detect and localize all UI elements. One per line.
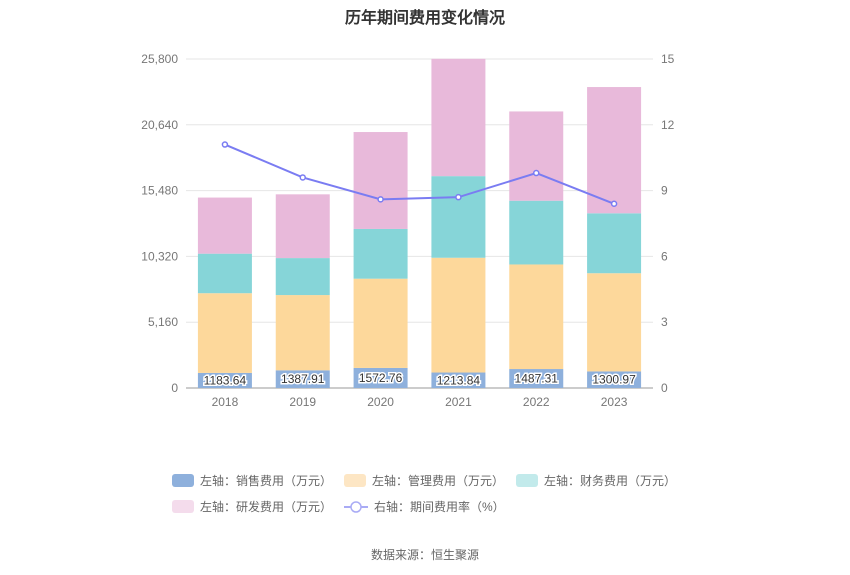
legend-label-finance: 左轴：财务费用（万元） — [544, 474, 677, 488]
bar-segment — [197, 293, 252, 373]
bar-segment — [353, 132, 408, 229]
bar-segment — [431, 58, 486, 177]
y-right-tick-label: 3 — [661, 315, 668, 329]
expense-rate-point — [533, 169, 540, 177]
y-right-tick-label: 6 — [661, 249, 668, 263]
data-label: 1387.91 — [281, 372, 325, 386]
x-tick-label: 2019 — [289, 395, 316, 409]
y-right-tick-label: 12 — [661, 118, 675, 132]
legend-label-rnd: 左轴：研发费用（万元） — [200, 500, 333, 514]
y-left-tick-label: 15,480 — [141, 184, 178, 198]
bar-segment — [275, 258, 330, 296]
chart-title: 历年期间费用变化情况 — [344, 10, 505, 27]
y-left-tick-label: 0 — [171, 381, 178, 395]
bar-segment — [431, 372, 486, 388]
bar-segment — [353, 278, 408, 368]
bar-segment — [197, 372, 252, 388]
expense-rate-line — [224, 143, 615, 205]
legend-item-rnd[interactable]: 左轴：研发费用（万元） — [172, 498, 332, 515]
bar-segment — [587, 273, 642, 372]
expense-rate-point — [610, 200, 618, 208]
bar-segment — [197, 197, 252, 254]
x-tick-label: 2018 — [212, 395, 239, 409]
y-left-tick-label: 10,320 — [141, 249, 178, 263]
y-right-tick-label: 15 — [661, 52, 675, 66]
legend-label-sales: 左轴：销售费用（万元） — [200, 474, 333, 488]
x-tick-label: 2022 — [523, 395, 550, 409]
y-left-tick-label: 20,640 — [141, 118, 178, 132]
legend-label-management: 左轴：管理费用（万元） — [372, 474, 505, 488]
y-left-tick-label: 5,160 — [148, 315, 178, 329]
legend-swatch-management — [344, 474, 366, 487]
bar-segment — [353, 367, 408, 388]
expense-rate-point — [221, 141, 229, 148]
bar-segment — [275, 194, 330, 259]
bar-segment — [587, 213, 642, 274]
legend-line-icon — [344, 500, 368, 513]
y-right-tick-label: 0 — [661, 381, 668, 395]
data-source: 数据来源：恒生聚源 — [370, 548, 479, 562]
expense-rate-point — [377, 196, 384, 203]
legend-label-expense-rate: 右轴：期间费用率（%） — [374, 500, 505, 514]
bar-segment — [509, 264, 564, 370]
chart-canvas: 0 5,160 10,320 15,480 20,640 25,800 0 3 6 9 12 15 20… — [141, 52, 675, 409]
bar-segment — [275, 295, 330, 371]
x-tick-label: 2020 — [367, 395, 394, 409]
legend-swatch-sales — [172, 474, 194, 487]
data-label: 1572.76 — [359, 371, 403, 385]
data-label: 1213.84 — [437, 373, 481, 387]
legend-swatch-rnd — [172, 500, 194, 513]
x-tick-label: 2023 — [601, 395, 628, 409]
y-right-tick-label: 9 — [661, 184, 668, 198]
bar-segment — [509, 111, 564, 201]
bar-segment — [587, 87, 642, 214]
x-tick-label: 2021 — [445, 395, 472, 409]
bar-segment — [509, 369, 564, 388]
expense-rate-point — [299, 174, 306, 181]
bar-segment — [509, 200, 564, 265]
bar-segment — [431, 257, 486, 373]
bar-segment — [197, 253, 252, 294]
legend-item-finance[interactable]: 左轴：财务费用（万元） — [516, 472, 676, 489]
y-left-tick-label: 25,800 — [141, 52, 178, 66]
bar-segment — [275, 370, 330, 388]
bar-segment — [353, 228, 408, 279]
data-label: 1487.31 — [515, 372, 559, 386]
legend-item-management[interactable]: 左轴：管理费用（万元） — [344, 472, 504, 489]
legend-item-sales[interactable]: 左轴：销售费用（万元） — [172, 472, 332, 489]
bar-segment — [431, 176, 486, 258]
legend-item-expense-rate[interactable]: 右轴：期间费用率（%） — [344, 498, 505, 515]
bar-segment — [587, 371, 642, 388]
expense-rate-point — [455, 193, 462, 201]
data-label: 1300.97 — [592, 373, 636, 387]
legend-swatch-finance — [516, 474, 538, 487]
data-label: 1183.64 — [204, 373, 247, 387]
